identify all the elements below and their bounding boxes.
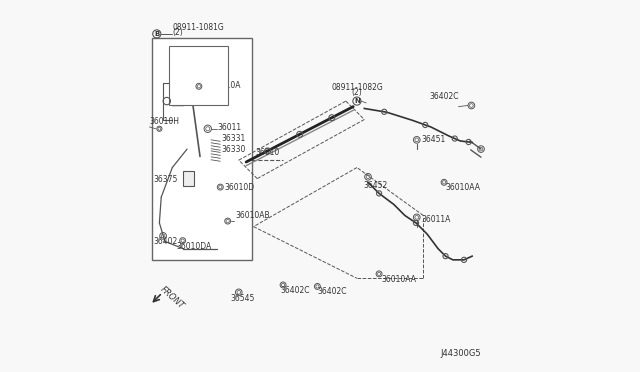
Text: 36375: 36375 <box>154 175 178 184</box>
Text: (2): (2) <box>172 28 183 37</box>
Bar <box>168 46 228 105</box>
Text: FRONT: FRONT <box>158 285 186 311</box>
Text: 36010D: 36010D <box>225 183 255 192</box>
Bar <box>184 171 195 186</box>
Text: 36010: 36010 <box>255 148 280 157</box>
Text: 36452: 36452 <box>363 182 387 190</box>
Text: 36010AA: 36010AA <box>381 275 416 283</box>
Text: 36331: 36331 <box>221 134 245 142</box>
Bar <box>152 38 252 260</box>
Text: 36402C: 36402C <box>280 286 310 295</box>
Text: 36010H: 36010H <box>149 117 179 126</box>
Text: 36330: 36330 <box>221 145 245 154</box>
Text: B: B <box>154 31 159 37</box>
Text: 36010DA: 36010DA <box>176 242 211 251</box>
Text: 36010AA: 36010AA <box>445 183 481 192</box>
Text: 36402C: 36402C <box>429 92 458 101</box>
Text: 36010A: 36010A <box>211 81 241 90</box>
Text: 36011: 36011 <box>218 123 241 132</box>
Text: J44300G5: J44300G5 <box>440 350 481 359</box>
Text: (2): (2) <box>351 88 362 97</box>
Text: 08911-1082G: 08911-1082G <box>331 83 383 92</box>
Text: 08911-1081G: 08911-1081G <box>172 23 224 32</box>
Text: 36402: 36402 <box>153 237 177 246</box>
Text: N: N <box>354 98 360 104</box>
Text: 36010AB: 36010AB <box>235 211 269 220</box>
Text: 36011A: 36011A <box>422 215 451 224</box>
Text: 36545: 36545 <box>230 294 255 303</box>
Text: 36451: 36451 <box>422 135 446 144</box>
Text: 36402C: 36402C <box>317 288 347 296</box>
